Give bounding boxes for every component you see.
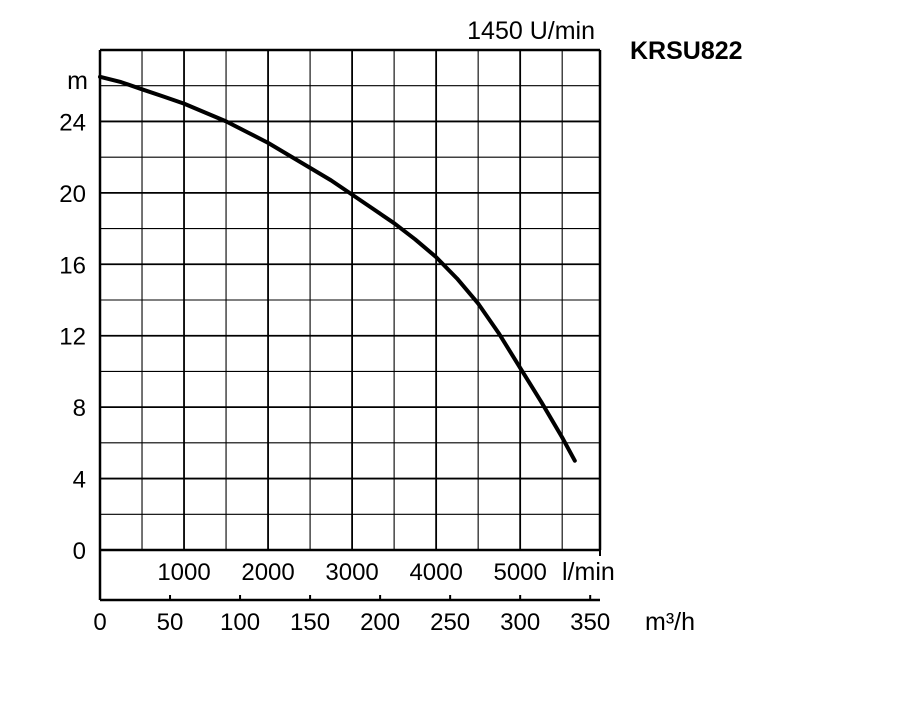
lmin-tick-label: 4000 (409, 559, 462, 586)
y-tick-label: 12 (59, 324, 86, 351)
lmin-tick-label: 2000 (241, 559, 294, 586)
x-tick-label: 300 (500, 609, 540, 636)
frame-layer (98, 48, 602, 602)
lmin-tick-label: 1000 (157, 559, 210, 586)
x-tick-label: 0 (93, 609, 106, 636)
y-axis-unit-label: m (67, 67, 88, 95)
y-tick-label: 0 (73, 538, 86, 565)
x-tick-label: 200 (360, 609, 400, 636)
lmin-tick-label: 3000 (325, 559, 378, 586)
lmin-tick-labels: 1000 2000 3000 4000 5000 (157, 559, 547, 586)
lmin-unit-label: l/min (562, 558, 615, 586)
grid-layer (100, 50, 600, 550)
y-tick-label: 20 (59, 181, 86, 208)
y-tick-labels: 0 4 8 12 16 20 24 (59, 109, 86, 565)
x-tick-label: 250 (430, 609, 470, 636)
x-tick-labels: 0 50 100 150 200 250 300 350 (93, 609, 610, 636)
curve-layer (98, 74, 577, 463)
speed-label: 1450 U/min (467, 17, 595, 45)
y-tick-label: 4 (73, 467, 86, 494)
y-tick-label: 16 (59, 252, 86, 279)
y-tick-label: 8 (73, 395, 86, 422)
x-tick-label: 150 (290, 609, 330, 636)
lmin-tick-label: 5000 (493, 559, 546, 586)
x-tick-label: 50 (157, 609, 184, 636)
m3h-unit-label: m³/h (645, 608, 695, 636)
x-tick-label: 350 (570, 609, 610, 636)
model-title: KRSU822 (630, 37, 743, 65)
pump-curve-line (98, 74, 577, 463)
y-tick-label: 24 (59, 109, 86, 136)
x-tick-label: 100 (220, 609, 260, 636)
